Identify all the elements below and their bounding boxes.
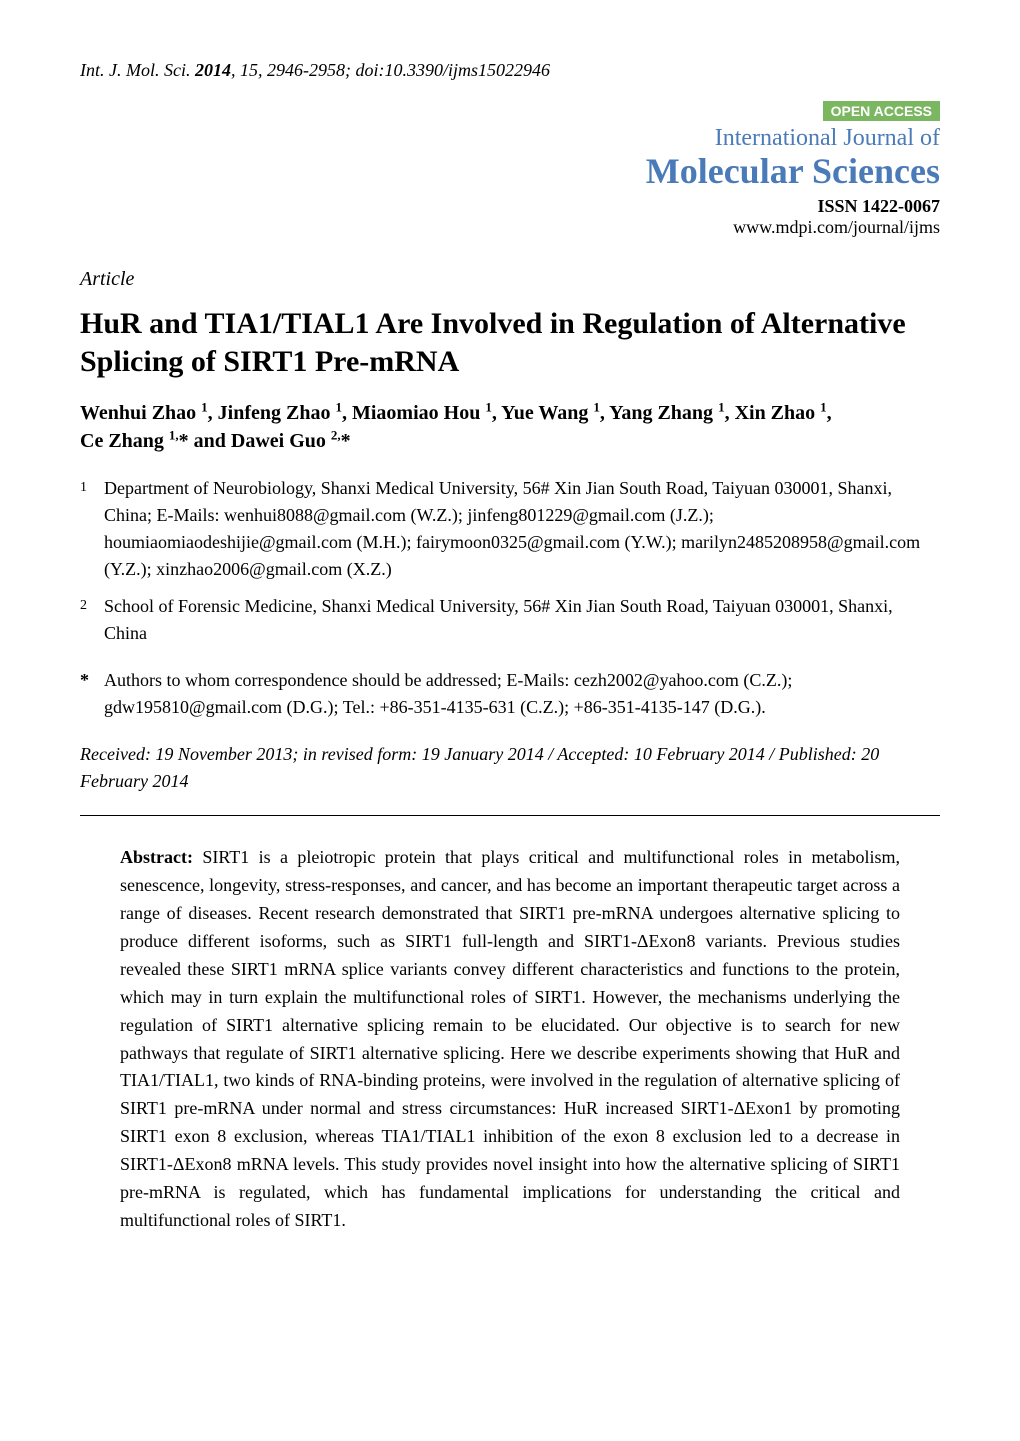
- running-header: Int. J. Mol. Sci. 2014, 15, 2946-2958; d…: [80, 60, 940, 81]
- header-doi: doi:10.3390/ijms15022946: [355, 60, 550, 80]
- abstract-text: SIRT1 is a pleiotropic protein that play…: [120, 847, 900, 1230]
- open-access-block: OPEN ACCESS: [80, 101, 940, 121]
- header-year: 2014: [195, 60, 231, 80]
- journal-issn: ISSN 1422-0067: [80, 196, 940, 217]
- abstract-label: Abstract:: [120, 847, 193, 867]
- journal-block: International Journal of Molecular Scien…: [80, 125, 940, 238]
- correspondence-block: * Authors to whom correspondence should …: [80, 667, 940, 721]
- authors-line-1: Wenhui Zhao 1, Jinfeng Zhao 1, Miaomiao …: [80, 402, 832, 424]
- header-volume: 15: [240, 60, 258, 80]
- affiliations-block: 1 Department of Neurobiology, Shanxi Med…: [80, 475, 940, 647]
- correspondence-star: *: [80, 667, 104, 721]
- journal-name: Molecular Sciences: [80, 150, 940, 192]
- affiliation-text: Department of Neurobiology, Shanxi Medic…: [104, 475, 940, 583]
- article-title: HuR and TIA1/TIAL1 Are Involved in Regul…: [80, 305, 940, 380]
- divider-line: [80, 815, 940, 816]
- dates-block: Received: 19 November 2013; in revised f…: [80, 741, 940, 795]
- affiliation-text: School of Forensic Medicine, Shanxi Medi…: [104, 593, 940, 647]
- authors-block: Wenhui Zhao 1, Jinfeng Zhao 1, Miaomiao …: [80, 398, 940, 455]
- journal-abbrev: Int. J. Mol. Sci.: [80, 60, 190, 80]
- open-access-badge: OPEN ACCESS: [823, 101, 940, 121]
- affiliation-number: 2: [80, 593, 104, 647]
- affiliation-number: 1: [80, 475, 104, 583]
- header-pages: 2946-2958: [267, 60, 345, 80]
- journal-overline: International Journal of: [80, 125, 940, 152]
- correspondence-text: Authors to whom correspondence should be…: [104, 667, 940, 721]
- affiliation-item: 2 School of Forensic Medicine, Shanxi Me…: [80, 593, 940, 647]
- authors-line-2: Ce Zhang 1,* and Dawei Guo 2,*: [80, 430, 351, 452]
- journal-url: www.mdpi.com/journal/ijms: [80, 217, 940, 238]
- article-type: Article: [80, 268, 940, 291]
- abstract-block: Abstract: SIRT1 is a pleiotropic protein…: [80, 844, 940, 1234]
- affiliation-item: 1 Department of Neurobiology, Shanxi Med…: [80, 475, 940, 583]
